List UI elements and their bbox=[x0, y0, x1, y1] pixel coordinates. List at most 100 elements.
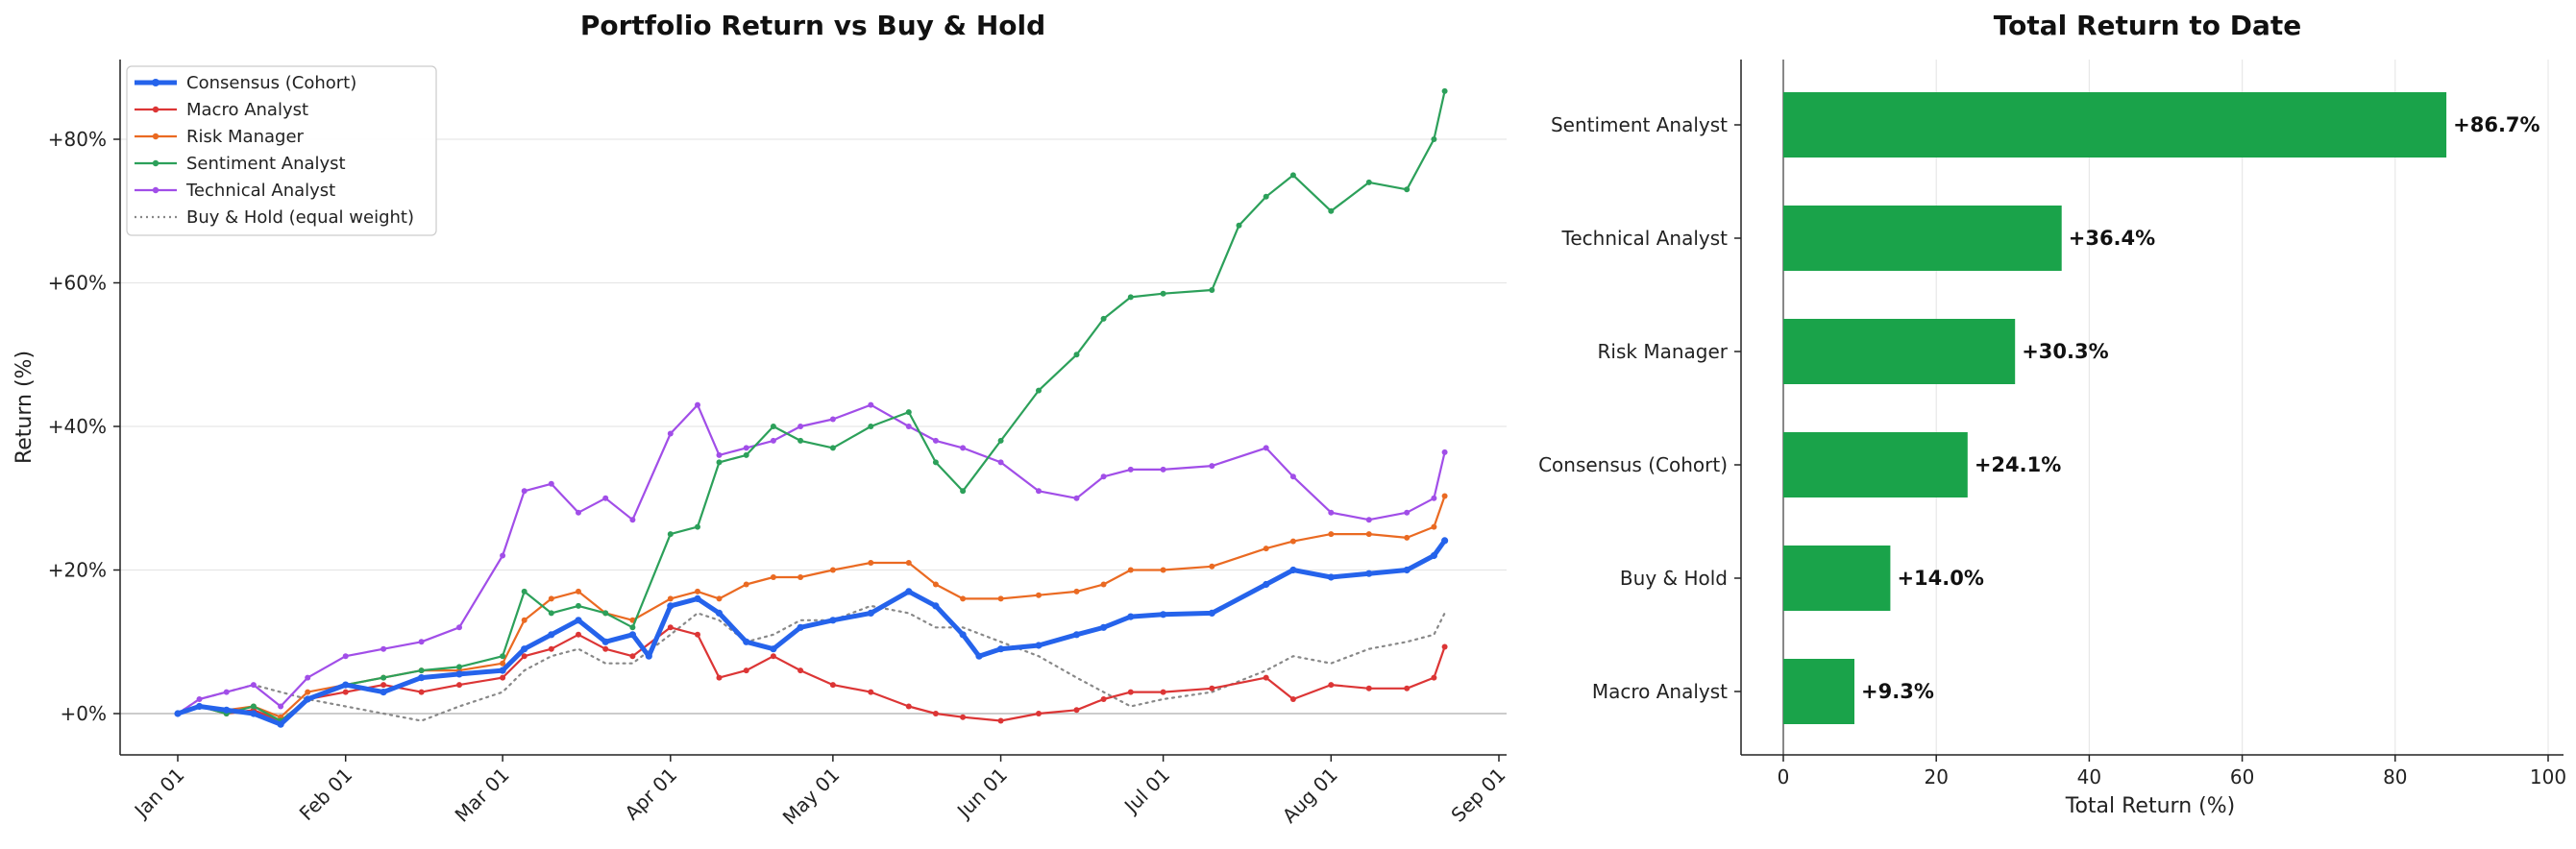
series-point bbox=[576, 509, 581, 516]
series-point bbox=[797, 424, 804, 429]
series-point bbox=[1441, 449, 1448, 455]
series-point bbox=[1036, 387, 1042, 394]
series-point bbox=[521, 653, 527, 660]
series-point bbox=[1127, 613, 1135, 620]
series-point bbox=[667, 595, 674, 602]
series-point bbox=[500, 660, 506, 667]
series-point bbox=[997, 595, 1004, 602]
bar-chart-x-tick-label: 60 bbox=[2230, 765, 2254, 788]
series-point bbox=[223, 689, 230, 695]
series-consensus-cohort bbox=[174, 537, 1449, 728]
series-point bbox=[743, 667, 749, 674]
legend-marker bbox=[152, 133, 159, 140]
series-point bbox=[342, 681, 350, 689]
series-point bbox=[716, 595, 723, 602]
series-point bbox=[342, 689, 349, 695]
legend-label: Macro Analyst bbox=[186, 100, 308, 120]
series-point bbox=[521, 588, 527, 594]
series-point bbox=[1404, 186, 1411, 193]
series-point bbox=[1127, 294, 1134, 301]
series-point bbox=[342, 653, 349, 660]
legend-item: Sentiment Analyst bbox=[135, 154, 346, 174]
bar-chart-title: Total Return to Date bbox=[1994, 10, 2301, 41]
series-point bbox=[667, 531, 674, 538]
series-point bbox=[1036, 711, 1042, 716]
bar-value-label: +24.1% bbox=[1975, 453, 2061, 476]
bar-category-label: Sentiment Analyst bbox=[1551, 113, 1728, 136]
line-chart-y-tick-label: +0% bbox=[61, 702, 108, 725]
legend-label: Technical Analyst bbox=[185, 181, 335, 201]
series-point bbox=[575, 617, 582, 624]
series-point bbox=[602, 645, 609, 652]
series-point bbox=[380, 682, 387, 689]
series-point bbox=[1327, 573, 1335, 581]
series-point bbox=[1035, 642, 1043, 649]
series-point bbox=[1160, 611, 1167, 619]
legend-item: Risk Manager bbox=[135, 127, 305, 147]
series-point bbox=[1160, 567, 1166, 573]
series-point bbox=[1404, 509, 1411, 516]
series-point bbox=[797, 667, 804, 674]
bar-category-label: Technical Analyst bbox=[1561, 227, 1729, 250]
series-point bbox=[997, 645, 1005, 653]
series-point bbox=[1100, 315, 1107, 322]
series-point bbox=[521, 645, 528, 653]
legend-label: Risk Manager bbox=[186, 127, 305, 147]
series-point bbox=[1209, 563, 1215, 570]
series-point bbox=[695, 401, 700, 408]
series-point bbox=[829, 567, 836, 573]
series-point bbox=[250, 703, 257, 710]
bar-category-label: Risk Manager bbox=[1598, 340, 1729, 363]
series-point bbox=[174, 710, 182, 717]
series-point bbox=[548, 610, 554, 617]
series-point bbox=[1365, 517, 1372, 523]
series-point bbox=[770, 574, 776, 580]
series-point bbox=[278, 703, 284, 710]
series-point bbox=[905, 588, 913, 595]
series-point bbox=[975, 652, 983, 660]
series-point bbox=[1431, 674, 1437, 681]
legend-label: Buy & Hold (equal weight) bbox=[186, 207, 414, 228]
series-point bbox=[932, 437, 939, 444]
series-point bbox=[1365, 531, 1372, 538]
line-chart-x-tick-label: Sep 01 bbox=[1446, 764, 1509, 827]
series-point bbox=[695, 588, 700, 594]
bar-chart-x-tick-label: 40 bbox=[2077, 765, 2101, 788]
line-chart-x-tick-label: Apr 01 bbox=[620, 764, 681, 825]
series-point bbox=[1365, 179, 1372, 185]
bar-chart-grid bbox=[1782, 60, 2549, 755]
series-point bbox=[932, 459, 939, 466]
line-chart-x-tick-label: Jan 01 bbox=[129, 764, 189, 824]
series-point bbox=[499, 667, 506, 674]
line-chart-axes bbox=[119, 60, 1507, 756]
bar-category-label: Buy & Hold bbox=[1620, 567, 1728, 590]
series-point bbox=[500, 674, 506, 681]
legend-marker bbox=[152, 186, 159, 194]
bar-chart-bars: +86.7% +36.4% +30.3% +24.1% +14.0% +9.3% bbox=[1783, 92, 2540, 724]
series-point bbox=[1073, 352, 1080, 358]
series-point bbox=[1289, 566, 1297, 574]
series-point bbox=[1263, 580, 1270, 589]
series-point bbox=[1289, 696, 1296, 702]
series-point bbox=[1036, 592, 1042, 598]
series-point bbox=[770, 645, 777, 653]
series-point bbox=[1160, 466, 1166, 473]
bar-value-label: +9.3% bbox=[1861, 680, 1934, 703]
series-point bbox=[548, 645, 554, 652]
series-point bbox=[770, 424, 776, 429]
series-point bbox=[905, 560, 912, 566]
series-point bbox=[829, 445, 836, 451]
series-point bbox=[959, 631, 967, 639]
series-point bbox=[1328, 207, 1335, 214]
line-chart-x-tick-label: Jun 01 bbox=[951, 764, 1012, 824]
bar-chart-x-tick-label: 100 bbox=[2530, 765, 2566, 788]
series-point bbox=[1441, 493, 1448, 499]
series-point bbox=[695, 631, 700, 638]
legend-marker bbox=[152, 106, 159, 113]
series-point bbox=[1072, 631, 1081, 639]
series-point bbox=[456, 682, 462, 689]
series-line bbox=[176, 89, 1446, 722]
series-point bbox=[1431, 495, 1437, 501]
line-chart-x-tick-label: Aug 01 bbox=[1278, 764, 1342, 828]
series-point bbox=[797, 623, 804, 631]
